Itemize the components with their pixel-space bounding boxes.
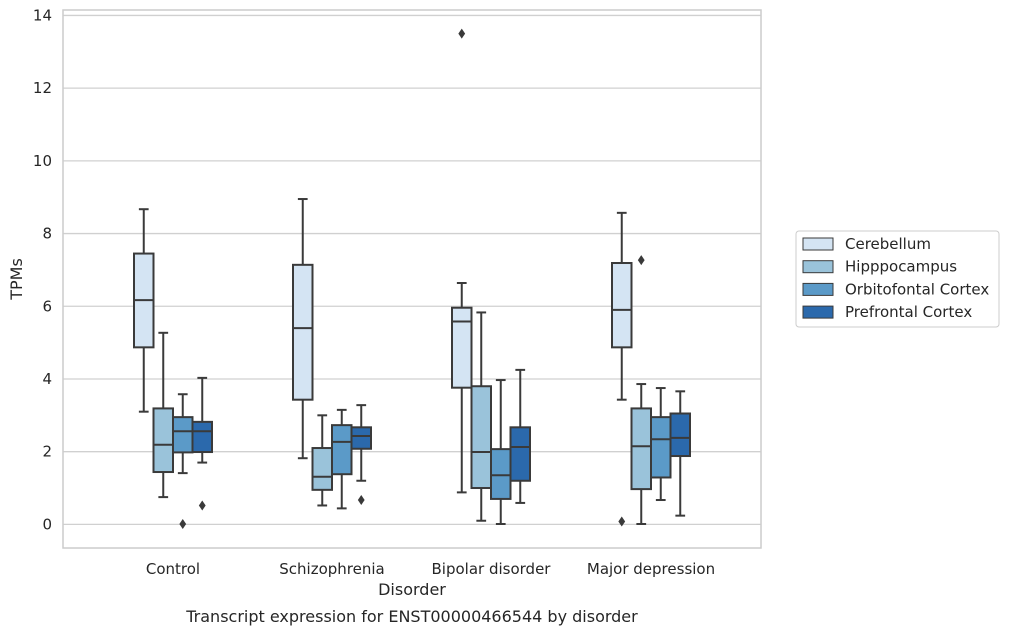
x-tick-label: Bipolar disorder [432,560,552,578]
legend-swatch [802,260,834,274]
outlier-point [198,500,206,511]
box-iqr [451,306,473,389]
box [133,208,155,413]
outlier-point [637,255,645,266]
legend-swatch [802,305,834,319]
outlier-point [179,519,187,530]
box [331,408,353,510]
box-iqr [470,385,492,490]
x-tick-label: Major depression [587,560,715,578]
box-iqr [292,263,314,401]
plot-frame [62,9,762,549]
outlier-point [357,495,365,506]
box [292,198,314,460]
y-axis-label: TPMs [7,258,26,301]
box [669,390,691,517]
y-tick-label: 4 [42,370,52,388]
x-axis-label: Disorder [378,580,446,599]
outlier-point [618,516,626,527]
legend: Cerebellum Hipppocampus Orbitofontal Corte… [795,230,1000,328]
box [470,311,492,522]
y-tick-label: 6 [42,297,52,315]
box [311,414,333,507]
box [172,393,194,530]
box-iqr [490,448,512,500]
x-tick-label: Control [146,560,200,578]
box [191,376,213,511]
x-tick-label: Schizophrenia [279,560,384,578]
legend-box [795,230,1000,328]
legend-label: Cerebellum [845,235,931,253]
y-tick-label: 2 [42,443,52,461]
box-iqr [669,412,691,458]
box [630,255,652,526]
box-iqr [172,416,194,454]
box [490,379,512,526]
box [451,28,473,494]
legend-label: Hipppocampus [845,258,957,276]
box-series [133,28,691,530]
box-iqr [509,426,531,482]
y-tick-label: 14 [33,6,52,24]
box-iqr [611,262,633,349]
figure-caption: Transcript expression for ENST0000046654… [185,607,638,626]
x-tick-labels: Control Schizophrenia Bipolar disorder Majo… [146,560,715,578]
y-tick-labels: 0 2 4 6 8 10 12 14 [33,6,52,533]
legend-label: Prefrontal Cortex [845,303,972,321]
y-tick-label: 8 [42,225,52,243]
legend-swatch [802,237,834,251]
box-iqr [630,407,652,491]
box [509,368,531,504]
legend-label: Orbitofontal Cortex [845,280,989,298]
box-iqr [350,426,372,450]
outlier-point [458,28,466,39]
box-iqr [650,416,672,479]
box [611,211,633,527]
box-iqr [331,424,353,476]
box-iqr [311,447,333,491]
y-tick-label: 10 [33,152,52,170]
box-iqr [152,407,174,474]
box [152,331,174,499]
box [350,404,372,506]
y-tick-label: 0 [42,515,52,533]
box [650,387,672,502]
y-tick-label: 12 [33,79,52,97]
legend-swatch [802,282,834,296]
box-iqr [191,420,213,454]
